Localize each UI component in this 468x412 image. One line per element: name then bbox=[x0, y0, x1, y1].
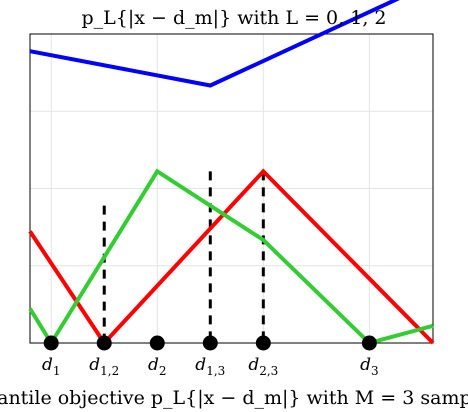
x-tick-label: d1,2 bbox=[89, 355, 119, 378]
sample-point bbox=[202, 335, 218, 351]
sample-point bbox=[96, 335, 112, 351]
chart-title: p_L{|x − d_m|} with L = 0, 1, 2 bbox=[82, 7, 387, 29]
x-tick-labels: d1 d1,2 d2 d1,3 d2,3 d3 bbox=[42, 355, 379, 378]
sample-point bbox=[43, 335, 59, 351]
red-line bbox=[28, 168, 435, 347]
figure-caption: Quantile objective p_L{|x − d_m|} with M… bbox=[0, 387, 468, 409]
x-tick-label: d1,3 bbox=[195, 355, 225, 378]
x-tick-label: d2,3 bbox=[248, 355, 278, 378]
blue-line bbox=[29, 0, 400, 88]
x-tick-label: d1 bbox=[42, 355, 61, 378]
green-line bbox=[28, 168, 434, 347]
series-lines bbox=[28, 0, 435, 347]
x-tick-label: d2 bbox=[148, 355, 167, 378]
sample-point bbox=[361, 335, 377, 351]
x-tick-label: d3 bbox=[360, 355, 379, 378]
sample-point bbox=[255, 335, 271, 351]
plot-frame bbox=[29, 33, 434, 344]
sample-points bbox=[43, 335, 377, 351]
sample-point bbox=[149, 335, 165, 351]
dashed-connectors bbox=[102, 171, 265, 343]
grid bbox=[30, 34, 433, 343]
